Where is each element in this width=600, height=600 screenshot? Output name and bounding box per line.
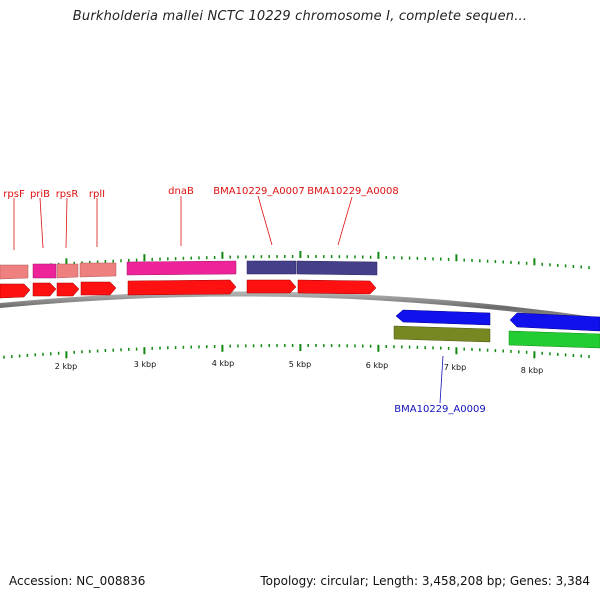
feature-A0009-arrow[interactable] bbox=[395, 309, 491, 326]
gene-label-rplI[interactable]: rplI bbox=[89, 189, 105, 200]
bottom-scale-ticks bbox=[3, 344, 590, 359]
scale-label-8kbp: 8 kbp bbox=[521, 366, 543, 375]
gene-label-dnaB[interactable]: dnaB bbox=[168, 186, 194, 197]
scale-label-5kbp: 5 kbp bbox=[289, 360, 311, 369]
feature-A0008-band[interactable] bbox=[296, 260, 378, 276]
scale-label-2kbp: 2 kbp bbox=[55, 362, 77, 371]
gene-label-A0009[interactable]: BMA10229_A0009 bbox=[394, 404, 485, 415]
feature-A0007-arrow[interactable] bbox=[246, 279, 297, 294]
accession-label: Accession: NC_008836 bbox=[9, 574, 146, 588]
feature-rpsR-band[interactable] bbox=[56, 263, 79, 279]
feature-dnaB-band[interactable] bbox=[126, 260, 237, 276]
gene-label-A0008[interactable]: BMA10229_A0008 bbox=[307, 186, 398, 197]
feature-track bbox=[0, 260, 600, 349]
map-title: Burkholderia mallei NCTC 10229 chromosom… bbox=[72, 9, 528, 24]
top-gene-labels: rpsF priB rpsR rplI dnaB BMA10229_A0007 … bbox=[3, 186, 399, 250]
leader-priB bbox=[39, 197, 44, 249]
feature-rpsF-band[interactable] bbox=[0, 264, 29, 280]
gene-label-rpsF[interactable]: rpsF bbox=[3, 189, 25, 200]
scale-label-7kbp: 7 kbp bbox=[444, 363, 466, 372]
feature-priB-arrow[interactable] bbox=[32, 282, 57, 297]
feature-priB-band[interactable] bbox=[32, 263, 57, 279]
leader-A0009 bbox=[439, 355, 444, 404]
gene-label-priB[interactable]: priB bbox=[30, 189, 50, 200]
leader-A0008 bbox=[337, 196, 353, 246]
scale-label-6kbp: 6 kbp bbox=[366, 361, 388, 370]
feature-A0007-band[interactable] bbox=[246, 260, 297, 275]
gene-label-rpsR[interactable]: rpsR bbox=[56, 189, 79, 200]
scale-label-4kbp: 4 kbp bbox=[212, 359, 234, 368]
feature-dnaB-arrow[interactable] bbox=[127, 279, 237, 296]
feature-A0009-band[interactable] bbox=[393, 325, 491, 343]
feature-A0010-band[interactable] bbox=[508, 330, 600, 349]
feature-rplI-arrow[interactable] bbox=[80, 281, 117, 296]
leader-A0007 bbox=[257, 195, 273, 246]
genome-summary-label: Topology: circular; Length: 3,458,208 bp… bbox=[260, 574, 590, 588]
feature-A0008-arrow[interactable] bbox=[297, 279, 377, 295]
gene-label-A0007[interactable]: BMA10229_A0007 bbox=[213, 186, 304, 197]
feature-rpsR-arrow[interactable] bbox=[56, 282, 80, 297]
feature-rplI-band[interactable] bbox=[79, 262, 117, 278]
leader-rpsR bbox=[65, 197, 68, 249]
chromosome-backbone bbox=[0, 291, 600, 323]
feature-A0010-arrow[interactable] bbox=[509, 312, 600, 332]
scale-label-3kbp: 3 kbp bbox=[134, 360, 156, 369]
bottom-gene-labels: BMA10229_A0009 bbox=[394, 355, 486, 415]
feature-rpsF-arrow[interactable] bbox=[0, 283, 31, 299]
scale-labels: 2 kbp 3 kbp 4 kbp 5 kbp 6 kbp 7 kbp 8 kb… bbox=[55, 359, 543, 375]
top-scale-ticks bbox=[3, 251, 590, 270]
